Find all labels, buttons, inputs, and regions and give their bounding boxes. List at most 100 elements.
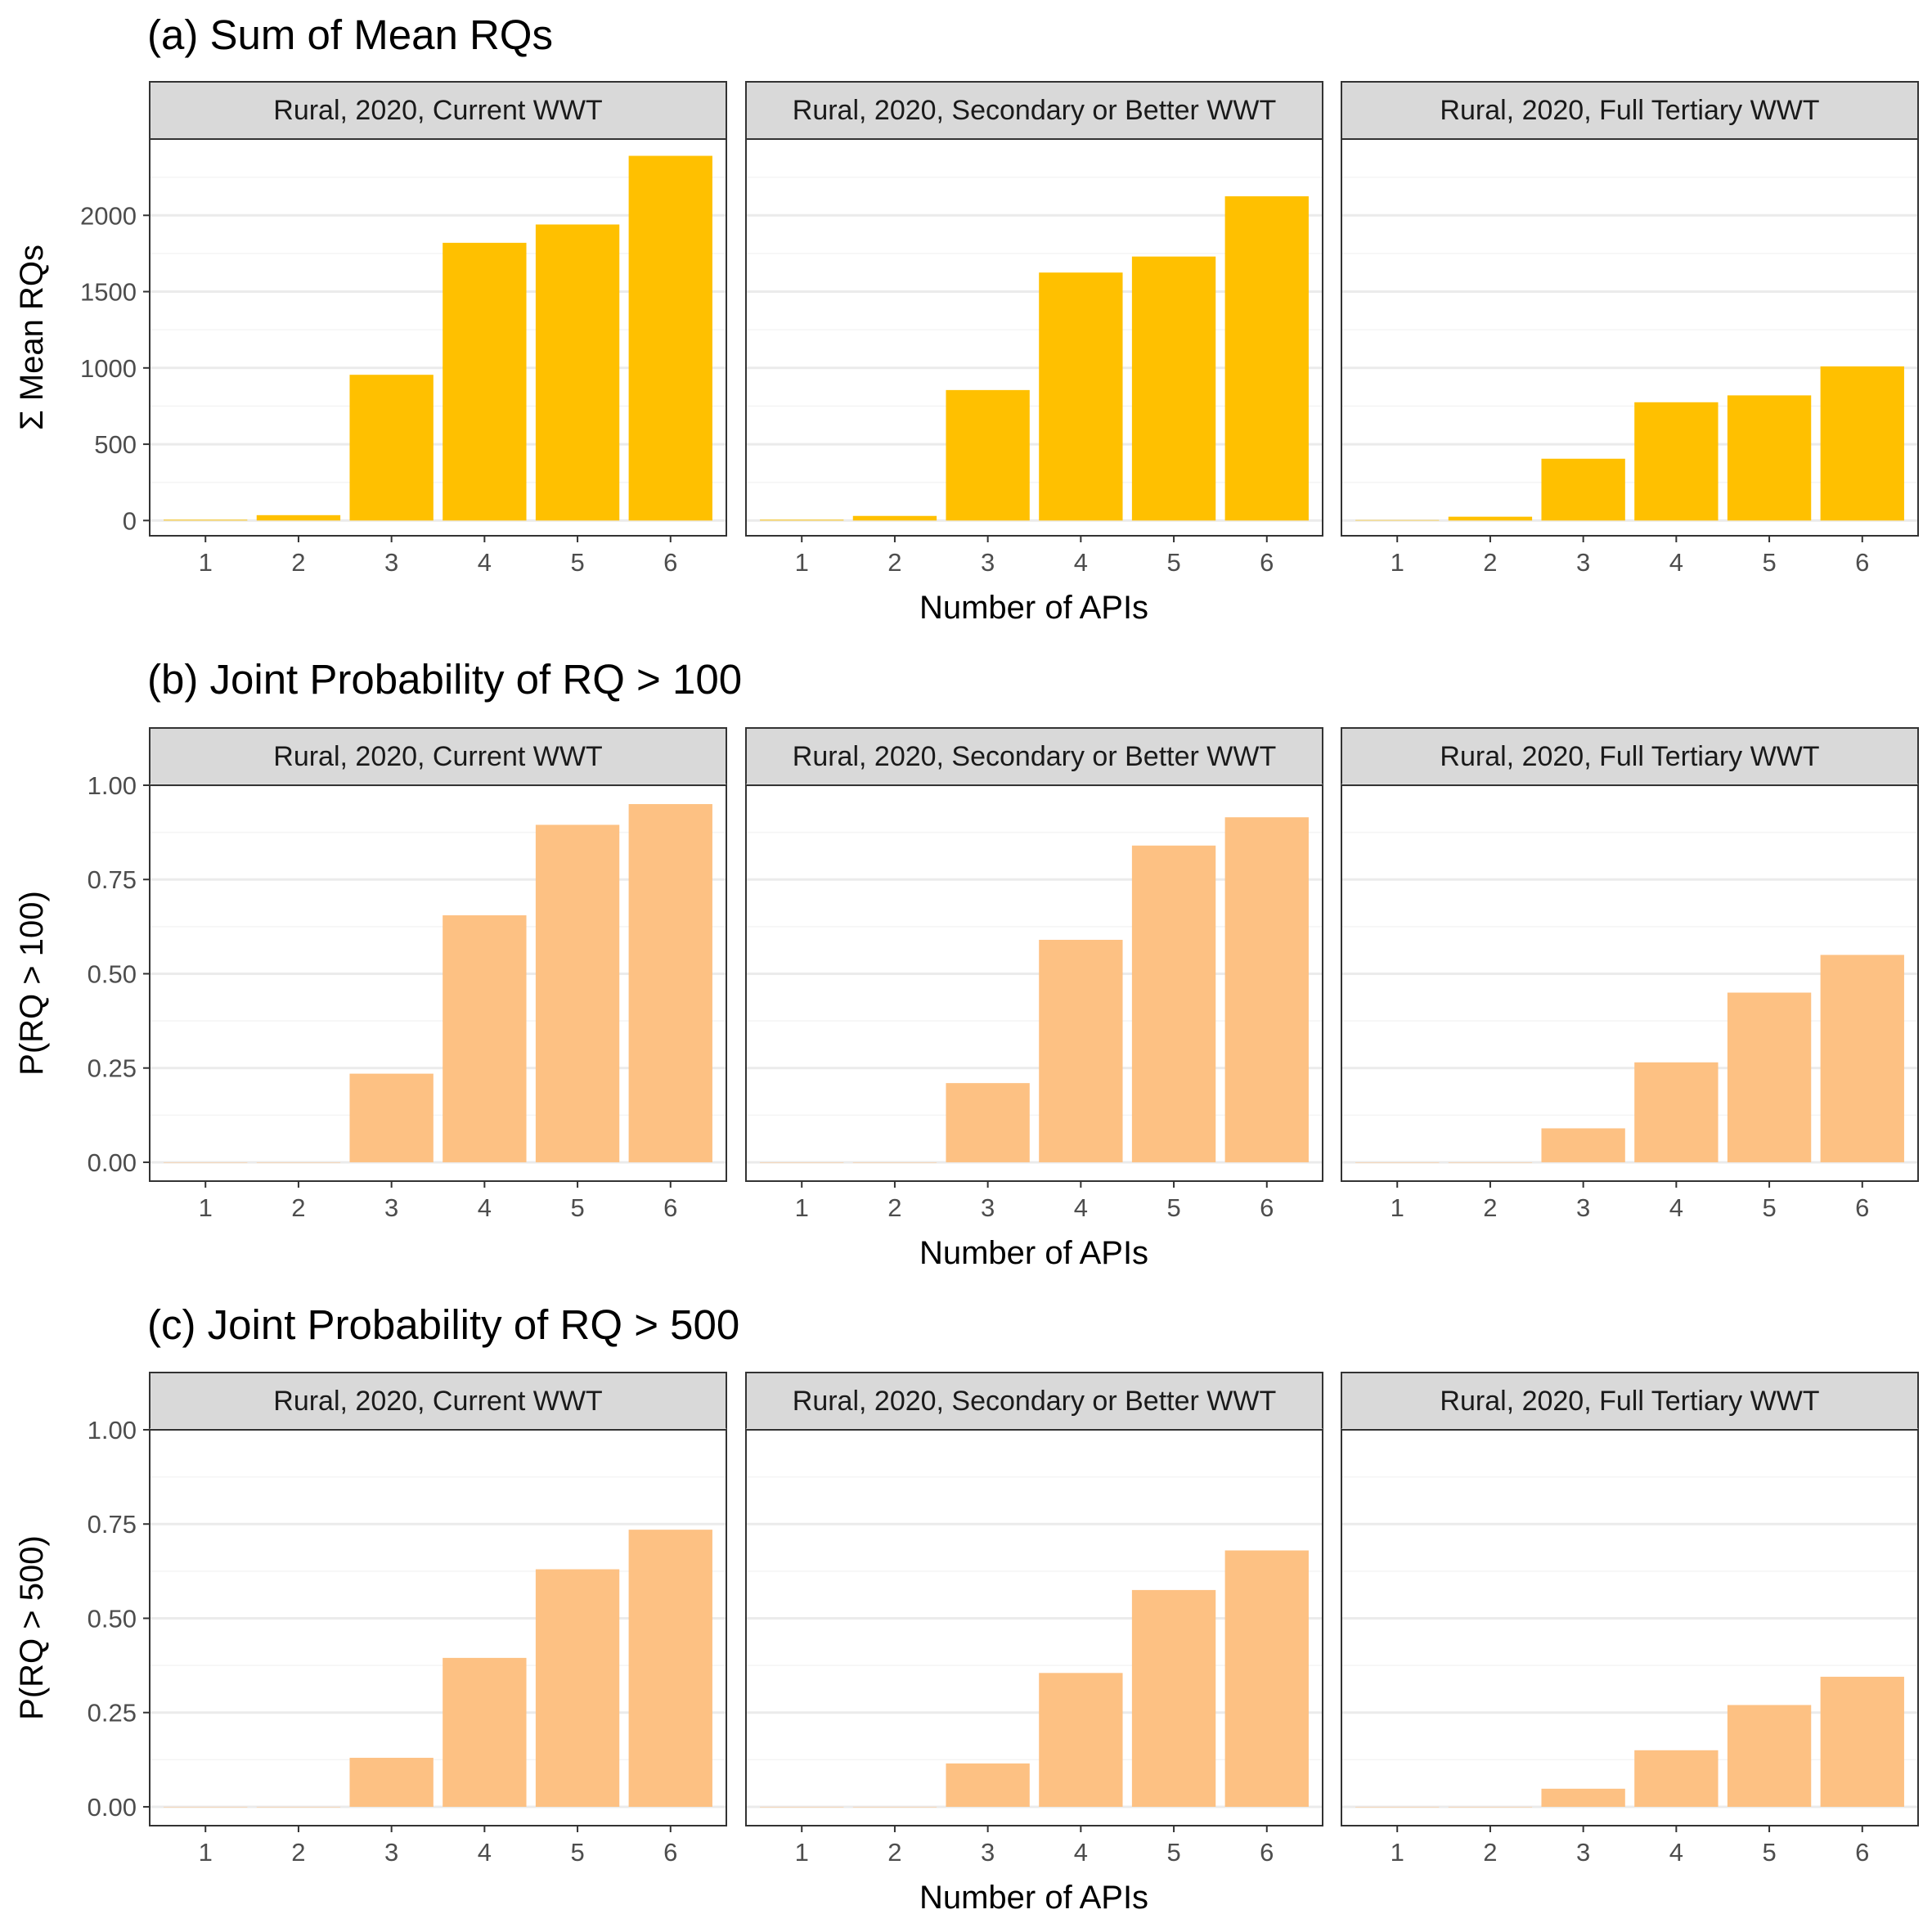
bar (1355, 519, 1440, 521)
panel-border (745, 784, 1323, 1182)
y-tick-label: 1.00 (88, 1416, 137, 1445)
facet-panel: Rural, 2020, Secondary or Better WWT 1 2 3 4… (745, 81, 1323, 577)
x-tick-label: 1 (199, 1193, 213, 1222)
bar (760, 1806, 844, 1808)
chart-title: (c) Joint Probability of RQ > 500 (147, 1301, 739, 1348)
x-tick-label: 3 (981, 548, 995, 577)
y-tick-label: 0.50 (88, 959, 137, 988)
facet-panel: Rural, 2020, Current WWT 1 2 3 4 5 6 0.00 0.25 0.… (88, 727, 727, 1222)
x-tick-label: 5 (1762, 1193, 1776, 1222)
y-tick-label: 0.25 (88, 1054, 137, 1083)
x-tick-label: 5 (1166, 1838, 1180, 1867)
bar (1448, 516, 1533, 521)
bar (1224, 195, 1309, 521)
facet-strip (149, 727, 727, 786)
bar (443, 242, 527, 521)
bar (1039, 272, 1123, 521)
panel-border (1341, 138, 1919, 537)
x-tick-label: 4 (1074, 548, 1088, 577)
x-tick-label: 6 (1855, 1193, 1869, 1222)
bar (1131, 845, 1216, 1162)
chart-title: (b) Joint Probability of RQ > 100 (147, 656, 742, 703)
x-tick-label: 4 (1074, 1193, 1088, 1222)
panel-border (149, 138, 727, 537)
bar (443, 915, 527, 1162)
facet-label: Rural, 2020, Full Tertiary WWT (1440, 95, 1819, 126)
bar (1634, 1062, 1719, 1162)
bar (349, 1073, 434, 1162)
bar (1727, 1705, 1812, 1807)
y-tick-label: 0 (123, 506, 137, 535)
bar (628, 804, 712, 1162)
bar (1448, 1806, 1533, 1808)
chart-title: (a) Sum of Mean RQs (147, 11, 553, 58)
x-tick-label: 2 (291, 1838, 305, 1867)
x-tick-label: 5 (1762, 548, 1776, 577)
y-tick-label: 500 (94, 430, 137, 459)
panel-border (149, 1429, 727, 1826)
facet-panel: Rural, 2020, Full Tertiary WWT 1 2 3 4 5 6 (1341, 727, 1919, 1222)
x-tick-label: 6 (1855, 548, 1869, 577)
x-tick-label: 3 (384, 1193, 398, 1222)
x-tick-label: 2 (887, 1838, 901, 1867)
x-tick-label: 5 (1166, 1193, 1180, 1222)
x-tick-label: 6 (663, 548, 677, 577)
facet-panel: Rural, 2020, Full Tertiary WWT 1 2 3 4 5 6 (1341, 81, 1919, 577)
bar (1224, 1550, 1309, 1807)
y-tick-label: 1.00 (88, 771, 137, 800)
facet-strip (149, 1372, 727, 1431)
facet-strip (745, 81, 1323, 140)
bar (1131, 256, 1216, 521)
x-tick-label: 4 (478, 548, 492, 577)
bar (349, 1758, 434, 1807)
facet-label: Rural, 2020, Current WWT (273, 95, 602, 126)
y-tick-label: 0.50 (88, 1604, 137, 1633)
bar (760, 519, 844, 521)
y-tick-label: 1500 (80, 278, 137, 307)
x-tick-label: 3 (384, 548, 398, 577)
bar (164, 519, 248, 521)
panel-border (149, 784, 727, 1182)
bar (1541, 1128, 1625, 1162)
x-tick-label: 4 (478, 1193, 492, 1222)
x-tick-label: 6 (1260, 548, 1274, 577)
x-tick-label: 1 (795, 548, 809, 577)
bar (760, 1161, 844, 1163)
y-tick-label: 0.00 (88, 1793, 137, 1822)
bar (256, 1161, 341, 1163)
x-tick-label: 6 (663, 1838, 677, 1867)
x-tick-label: 3 (1576, 548, 1590, 577)
x-tick-label: 1 (1391, 548, 1404, 577)
x-tick-label: 6 (1855, 1838, 1869, 1867)
x-axis-title: Number of APIs (919, 1880, 1148, 1916)
bar (1820, 955, 1904, 1162)
bar (852, 515, 937, 521)
x-tick-label: 2 (291, 1193, 305, 1222)
y-tick-label: 0.75 (88, 1510, 137, 1539)
x-tick-label: 5 (570, 548, 584, 577)
x-tick-label: 1 (795, 1193, 809, 1222)
x-tick-label: 1 (199, 1838, 213, 1867)
x-tick-label: 1 (795, 1838, 809, 1867)
x-tick-label: 3 (981, 1838, 995, 1867)
facet-strip (745, 1372, 1323, 1431)
x-tick-label: 4 (1074, 1838, 1088, 1867)
facet-strip (1341, 727, 1919, 786)
x-tick-label: 3 (384, 1838, 398, 1867)
x-axis-title: Number of APIs (919, 1235, 1148, 1271)
panel-border (1341, 784, 1919, 1182)
panel-border (1341, 1429, 1919, 1826)
bar (1727, 395, 1812, 521)
x-tick-label: 4 (1669, 1838, 1683, 1867)
bar (1727, 992, 1812, 1162)
panel-border (745, 138, 1323, 537)
facet-panel: Rural, 2020, Secondary or Better WWT 1 2 3 4… (745, 1372, 1323, 1867)
x-tick-label: 1 (1391, 1838, 1404, 1867)
y-axis-title: Σ Mean RQs (14, 245, 50, 430)
x-tick-label: 2 (1483, 1838, 1497, 1867)
bar (256, 1806, 341, 1808)
y-tick-label: 0.75 (88, 865, 137, 894)
y-tick-label: 0.25 (88, 1699, 137, 1728)
facet-strip (1341, 81, 1919, 140)
